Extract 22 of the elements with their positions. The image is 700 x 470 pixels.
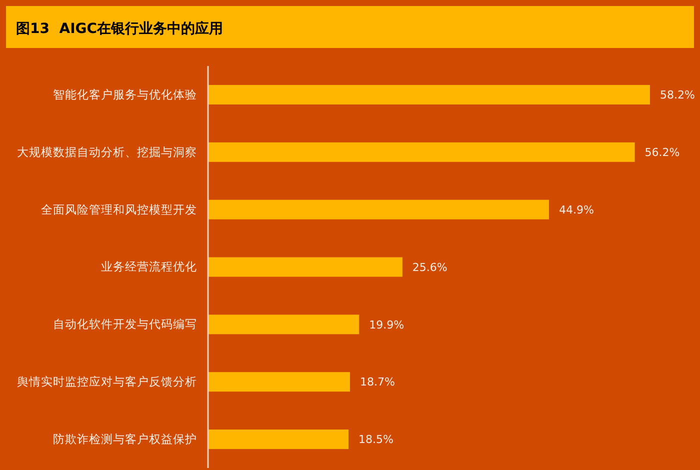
bar — [208, 430, 348, 450]
bar — [208, 84, 650, 104]
y-tick-label: 大规模数据自动分析、挖掘与洞察 — [17, 144, 197, 159]
y-tick-label: 防欺诈检测与客户权益保护 — [53, 432, 197, 446]
data-label: 25.6% — [412, 260, 448, 274]
bar — [208, 200, 549, 220]
bar — [208, 314, 360, 334]
data-label: 18.5% — [358, 433, 394, 446]
y-tick-label: 业务经营流程优化 — [101, 260, 197, 274]
bar — [208, 372, 350, 392]
bar — [208, 257, 402, 277]
y-tick-label: 自动化软件开发与代码编写 — [53, 317, 197, 332]
data-label: 44.9% — [558, 203, 594, 216]
y-tick-label: 舆情实时监控应对与客户反馈分析 — [17, 374, 197, 389]
y-tick-label: 全面风险管理和风控模型开发 — [41, 202, 197, 216]
bar — [208, 142, 635, 162]
y-tick-label: 智能化客户服务与优化体验 — [53, 87, 197, 102]
data-label: 18.7% — [360, 376, 395, 389]
chart-title: 图13 AIGC在银行业务中的应用 — [16, 20, 224, 37]
data-label: 56.2% — [644, 146, 680, 159]
data-label: 58.2% — [660, 88, 695, 102]
data-label: 19.9% — [369, 318, 404, 332]
